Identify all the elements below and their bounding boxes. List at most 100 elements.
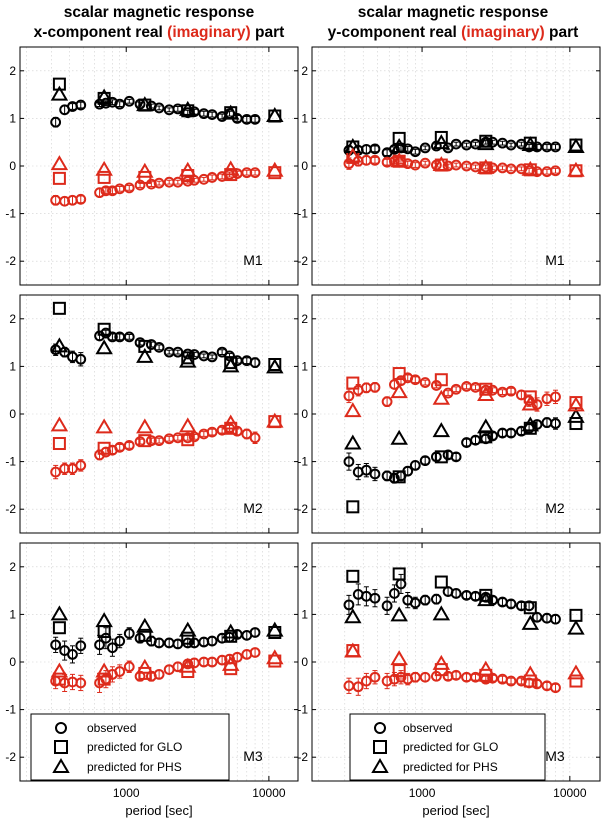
observed-point: [249, 432, 261, 444]
observed-point: [450, 451, 462, 463]
legend-left-phs-label: predicted for PHS: [87, 760, 182, 774]
title-right-pre: y-component real: [328, 24, 462, 41]
glo-point: [523, 601, 537, 615]
phs-point: [390, 383, 408, 399]
observed-point: [123, 440, 135, 451]
observed-point: [188, 106, 200, 118]
phs-point: [477, 418, 495, 434]
title-right-line1: scalar magnetic response: [358, 4, 549, 21]
y-tick-label: 0: [9, 159, 16, 173]
observed-point: [153, 637, 165, 649]
y-tick-label: 1: [301, 607, 308, 621]
glo-point: [434, 575, 448, 589]
phs-point: [344, 137, 362, 153]
observed-point: [369, 592, 381, 604]
phs-point: [179, 417, 197, 433]
y-tick-label: 2: [301, 312, 308, 326]
phs-point: [344, 402, 362, 418]
phs-point: [95, 339, 113, 355]
observed-point: [231, 651, 243, 663]
series-observed-imag: [50, 167, 261, 207]
y-tick-label: 2: [301, 64, 308, 78]
y-tick-label: -1: [297, 703, 308, 717]
phs-point: [50, 337, 69, 353]
observed-point: [206, 635, 218, 647]
legend-right-phs-label: predicted for PHS: [403, 760, 498, 774]
y-tick-label: -1: [5, 455, 16, 469]
observed-point: [75, 193, 87, 205]
observed-point: [419, 455, 431, 467]
observed-point: [249, 647, 261, 658]
legend-right: observed predicted for GLO predicted for…: [349, 713, 546, 781]
observed-point: [450, 138, 462, 150]
observed-point: [409, 146, 421, 158]
phs-point: [521, 136, 540, 152]
observed-point: [381, 675, 393, 687]
observed-point: [409, 460, 421, 471]
glo-point: [569, 674, 583, 688]
glo-point: [97, 322, 111, 336]
observed-point: [409, 671, 421, 683]
series-phs-real: [344, 134, 585, 153]
legend-left-observed-label: observed: [87, 721, 136, 735]
y-tick-label: 1: [301, 359, 308, 373]
phs-point: [221, 414, 240, 430]
legend-right-phs-icon: [371, 758, 389, 773]
phs-point: [390, 606, 408, 622]
observed-point: [145, 435, 157, 447]
x-tick-label: 1000: [113, 786, 140, 800]
series-phs-real: [344, 407, 585, 450]
observed-point: [343, 456, 355, 468]
observed-point: [107, 642, 118, 654]
series-phs-imag: [344, 642, 585, 681]
y-tick-label: -2: [297, 750, 308, 764]
observed-point: [188, 431, 200, 443]
series-observed-real: [50, 627, 261, 664]
phs-point: [432, 389, 451, 405]
observed-point: [249, 167, 261, 179]
phs-point: [390, 429, 408, 445]
observed-point: [153, 668, 165, 680]
series-glo-real: [52, 301, 282, 371]
phs-point: [390, 137, 408, 153]
observed-point: [114, 98, 126, 110]
phs-point: [221, 160, 240, 176]
phs-point: [477, 385, 495, 401]
y-tick-label: 2: [9, 64, 16, 78]
phs-point: [266, 107, 284, 123]
panel-label: M3: [545, 748, 565, 764]
phs-point: [567, 137, 585, 153]
observed-point: [249, 357, 261, 368]
observed-point: [450, 669, 462, 681]
observed-point: [505, 163, 517, 175]
observed-point: [550, 391, 561, 403]
observed-point: [114, 635, 126, 647]
phs-point: [179, 161, 197, 177]
observed-point: [505, 427, 517, 439]
phs-point: [136, 162, 154, 178]
observed-point: [419, 377, 431, 388]
observed-point: [450, 383, 462, 395]
observed-point: [395, 671, 407, 683]
glo-point: [392, 470, 406, 484]
observed-point: [50, 639, 62, 651]
phs-point: [221, 655, 240, 671]
glo-point: [52, 171, 66, 185]
observed-point: [123, 182, 135, 194]
observed-point: [419, 157, 431, 169]
observed-point: [114, 441, 126, 453]
series-phs-imag: [50, 649, 284, 678]
glo-point: [97, 672, 111, 686]
observed-point: [123, 628, 135, 639]
series-phs-real: [344, 591, 585, 635]
phs-point: [95, 612, 113, 628]
observed-point: [206, 109, 218, 120]
phs-point: [432, 605, 451, 621]
title-left-post: part: [251, 24, 285, 41]
y-tick-label: 0: [9, 655, 16, 669]
observed-point: [153, 341, 165, 353]
phs-point: [567, 161, 585, 177]
y-tick-label: 1: [9, 607, 16, 621]
phs-point: [390, 650, 408, 666]
observed-point: [369, 143, 381, 155]
